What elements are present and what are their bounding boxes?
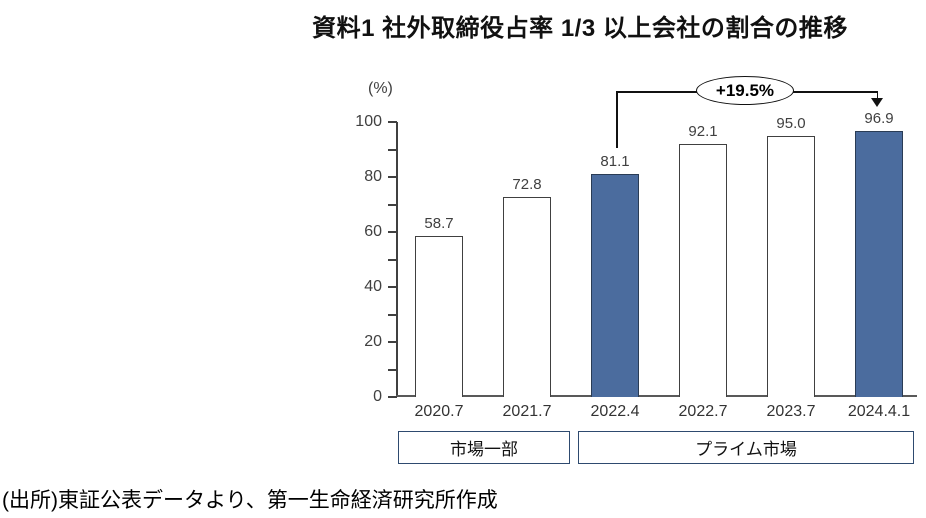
category-label: 2023.7 [766, 403, 816, 420]
category-label: 2020.7 [414, 403, 464, 420]
y-tick [388, 203, 397, 206]
y-tick-label: 40 [364, 278, 382, 295]
bar-2023.7 [767, 135, 815, 397]
annotation-arrow-down-icon [871, 98, 883, 107]
source-note: (出所)東証公表データより、第一生命経済研究所作成 [2, 489, 498, 512]
y-tick [388, 368, 397, 371]
y-tick [388, 286, 397, 288]
bar-2022.7 [679, 143, 727, 397]
value-label: 96.9 [864, 109, 894, 127]
value-label: 92.1 [688, 122, 718, 140]
group-label: プライム市場 [695, 440, 797, 459]
value-label: 95.0 [776, 114, 806, 132]
group-label-box: 市場一部 [398, 431, 570, 464]
annotation-connector-right-line [876, 91, 878, 99]
group-label: 市場一部 [450, 440, 518, 459]
annotation-bubble: +19.5% [696, 76, 794, 105]
category-label: 2024.4.1 [847, 403, 911, 420]
y-tick-label: 80 [364, 168, 382, 185]
chart-title: 資料1 社外取締役占率 1/3 以上会社の割合の推移 [312, 15, 848, 42]
x-axis-line [396, 395, 917, 397]
plot-area: 0 20 40 60 80 100 58.7 2020.7 72.8 2021.7 81.1 2022… [355, 110, 917, 464]
annotation-label: +19.5% [715, 80, 775, 100]
annotation-connector-left-line [616, 91, 618, 148]
y-tick-label: 60 [364, 223, 382, 240]
y-tick [388, 313, 397, 316]
y-tick [388, 231, 397, 233]
y-tick [388, 148, 397, 151]
category-label: 2021.7 [502, 403, 552, 420]
value-label: 72.8 [512, 175, 542, 193]
y-tick-label: 0 [373, 388, 382, 405]
value-label: 58.7 [424, 214, 454, 232]
category-label: 2022.4 [590, 403, 640, 420]
y-tick [388, 121, 397, 123]
y-tick-label: 100 [355, 113, 382, 130]
bar-2021.7 [503, 196, 551, 397]
bar-2024.4.1 [855, 130, 903, 397]
bar-2022.4 [591, 173, 639, 397]
y-tick [388, 341, 397, 343]
y-tick [388, 396, 397, 398]
y-tick [388, 176, 397, 178]
bar-2020.7 [415, 235, 463, 397]
y-axis-unit-label: (%) [368, 80, 393, 97]
value-label: 81.1 [600, 152, 630, 170]
y-axis-line [396, 122, 398, 397]
y-tick [388, 258, 397, 261]
group-label-box: プライム市場 [578, 431, 914, 464]
category-label: 2022.7 [678, 403, 728, 420]
y-tick-label: 20 [364, 333, 382, 350]
